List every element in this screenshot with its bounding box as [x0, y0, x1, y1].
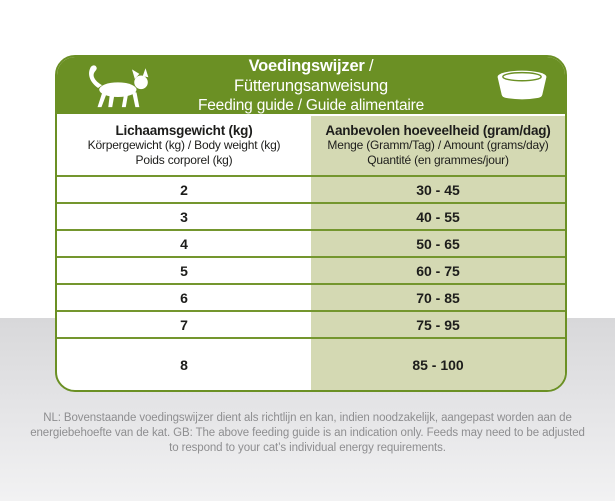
footnote: NL: Bovenstaande voedingswijzer dient al…	[0, 411, 615, 456]
weight-value: 4	[180, 235, 188, 252]
card-subtitle: Feeding guide / Guide alimentaire	[197, 97, 425, 114]
amount-header-line2: Menge (Gramm/Tag) / Amount (grams/day)	[327, 138, 549, 152]
weight-value: 5	[180, 262, 188, 279]
table-row: 7 75 - 95	[57, 310, 565, 337]
header-divider	[57, 114, 565, 116]
amount-header-line1: Aanbevolen hoeveelheid (gram/dag)	[325, 123, 551, 138]
table-row: 3 40 - 55	[57, 202, 565, 229]
amount-value: 30 - 45	[311, 177, 565, 202]
feeding-guide-card: Voedingswijzer / Fütterungsanweisung Fee…	[55, 55, 567, 392]
weight-value: 2	[180, 181, 188, 198]
weight-column-header: Lichaamsgewicht (kg) Körpergewicht (kg) …	[57, 116, 311, 175]
card-title-rest: / Fütterungsanweisung	[234, 57, 388, 95]
amount-header-line3: Quantité (en grammes/jour)	[367, 153, 509, 167]
footnote-line-1: NL: Bovenstaande voedingswijzer dient al…	[43, 412, 572, 424]
card-title-bold: Voedingswijzer	[248, 57, 365, 75]
amount-value: 70 - 85	[311, 285, 565, 310]
amount-value: 50 - 65	[311, 231, 565, 256]
table-row: 4 50 - 65	[57, 229, 565, 256]
card-title-block: Voedingswijzer / Fütterungsanweisung Fee…	[173, 57, 449, 115]
table-row: 2 30 - 45	[57, 175, 565, 202]
table-row: 6 70 - 85	[57, 283, 565, 310]
amount-value: 60 - 75	[311, 258, 565, 283]
footnote-line-2: energiebehoefte van de kat. GB: The abov…	[30, 427, 585, 439]
amount-value: 40 - 55	[311, 204, 565, 229]
amount-column-header: Aanbevolen hoeveelheid (gram/dag) Menge …	[311, 116, 565, 175]
weight-header-line3: Poids corporel (kg)	[135, 153, 233, 167]
weight-header-line2: Körpergewicht (kg) / Body weight (kg)	[87, 138, 281, 152]
weight-header-line1: Lichaamsgewicht (kg)	[115, 123, 253, 138]
amount-value: 75 - 95	[311, 312, 565, 337]
card-header: Voedingswijzer / Fütterungsanweisung Fee…	[57, 57, 565, 114]
bowl-icon	[449, 67, 551, 105]
table-row: 5 60 - 75	[57, 256, 565, 283]
cat-icon	[71, 62, 173, 110]
amount-value: 85 - 100	[311, 339, 565, 390]
table-row: 8 85 - 100	[57, 337, 565, 390]
table-header-row: Lichaamsgewicht (kg) Körpergewicht (kg) …	[57, 116, 565, 175]
weight-value: 7	[180, 316, 188, 333]
weight-value: 8	[180, 356, 188, 373]
footnote-line-3: to respond to your cat’s individual ener…	[169, 442, 446, 454]
card-title: Voedingswijzer / Fütterungsanweisung	[173, 57, 449, 96]
weight-value: 3	[180, 208, 188, 225]
weight-value: 6	[180, 289, 188, 306]
